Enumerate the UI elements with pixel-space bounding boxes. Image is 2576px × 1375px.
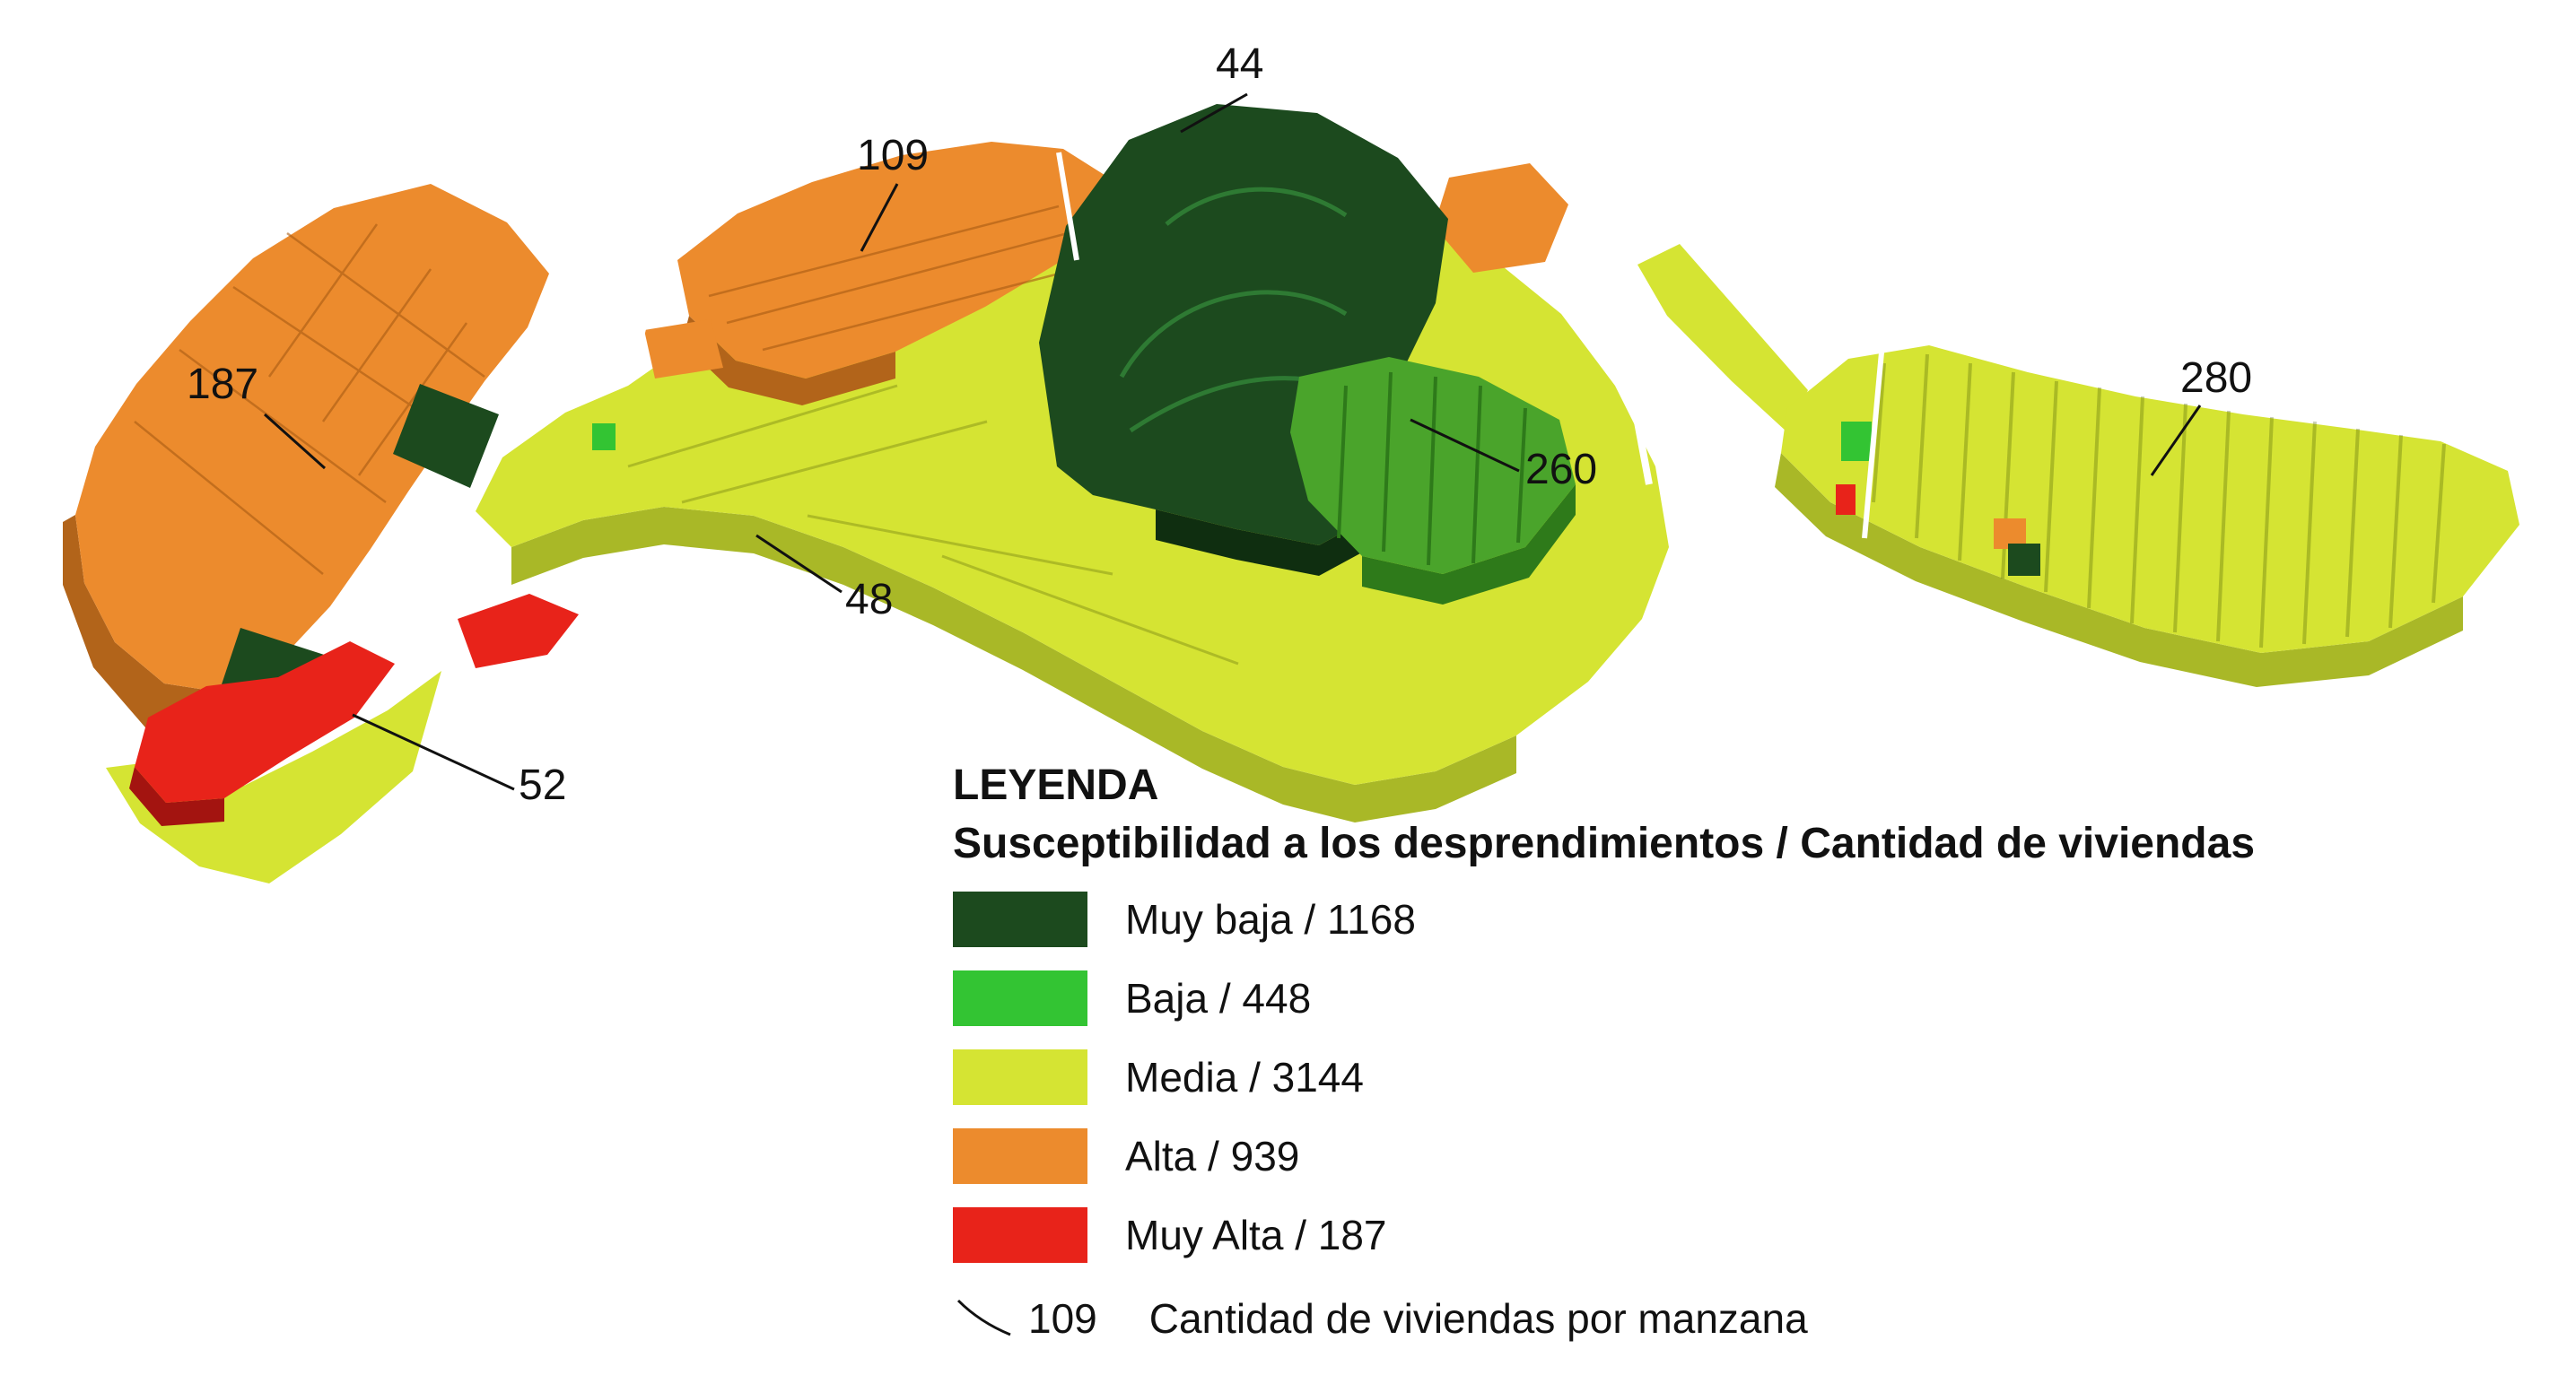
alta-band-street-lines [708,205,1078,352]
legend-note: 109 Cantidad de viviendas por manzana [953,1293,2255,1344]
speck-baja-left [592,423,616,450]
legend-row-baja: Baja / 448 [953,970,2255,1027]
callout-187: 187 [187,361,259,408]
region-media-arm-side [1775,453,2463,687]
speck-muy-alta-arm [1836,484,1856,515]
callout-leader-lines [263,92,2202,791]
region-media-arm [1781,345,2519,653]
callout-109: 109 [857,132,930,179]
callout-48: 48 [845,576,894,623]
note-leader-line [956,1300,1011,1336]
region-muy-alta-main [135,641,395,803]
baja-swatch [953,970,1087,1027]
legend-label-alta: Alta / 939 [1125,1133,1300,1180]
legend-subtitle: Susceptibilidad a los desprendimientos /… [953,820,2256,868]
legend-row-alta: Alta / 939 [953,1128,2255,1185]
region-alta-left [75,184,549,692]
legend-label-baja: Baja / 448 [1125,975,1312,1023]
legend-title: LEYENDA [953,761,1159,809]
legend-rows: Muy baja / 1168 Baja / 448 Media / 3144 … [953,892,2255,1264]
region-baja-260-side [1362,484,1576,605]
callout-280: 280 [2180,354,2253,402]
legend-row-muy-baja: Muy baja / 1168 [953,892,2255,948]
leader-280 [2150,405,2202,476]
muy-baja-swatch [953,892,1087,948]
white-street-gaps [628,152,1885,539]
region-alta-left-side [63,515,223,744]
legend-label-muy-baja: Muy baja / 1168 [1125,896,1416,944]
region-muy-alta-main-side [129,767,224,826]
legend-label-muy-alta: Muy Alta / 187 [1125,1212,1387,1259]
note-label: Cantidad de viviendas por manzana [1148,1295,1808,1343]
speck-baja-arm [1841,422,1872,461]
leader-260 [1410,418,1520,473]
region-media-neck [1637,244,1808,432]
region-muy-baja-center-side [1156,500,1402,576]
media-swatch [953,1049,1087,1106]
region-alta-small [644,319,723,379]
legend-row-muy-alta: Muy Alta / 187 [953,1207,2255,1264]
alta-left-street-lines [134,223,485,575]
region-alta-band-side [682,316,895,405]
speck-muy-baja-arm [2008,544,2040,576]
callout-52: 52 [519,761,567,809]
arm-block-striations [1872,353,2446,648]
callout-260: 260 [1525,446,1598,493]
legend-label-media: Media / 3144 [1125,1054,1364,1101]
region-alta-east [1434,163,1568,273]
alta-swatch [953,1128,1087,1185]
note-value: 109 [1028,1295,1097,1343]
leader-48 [755,534,843,594]
leader-52 [352,713,515,791]
leader-44 [1180,92,1248,134]
legend-row-media: Media / 3144 [953,1049,2255,1106]
muy-alta-swatch [953,1207,1087,1264]
leader-187 [263,413,327,470]
region-muy-baja-left-a [393,384,499,488]
leader-109 [860,183,899,252]
region-media-fringe-southwest [106,671,441,883]
legend: LEYENDA Susceptibilidad a los desprendim… [953,761,2255,1344]
region-alta-band [677,142,1114,379]
baja-260-striations [1337,371,1527,566]
media-street-lines [627,384,1239,666]
region-muy-alta-small [458,594,579,668]
region-media-central-side [511,507,1516,822]
callout-44: 44 [1216,40,1264,88]
